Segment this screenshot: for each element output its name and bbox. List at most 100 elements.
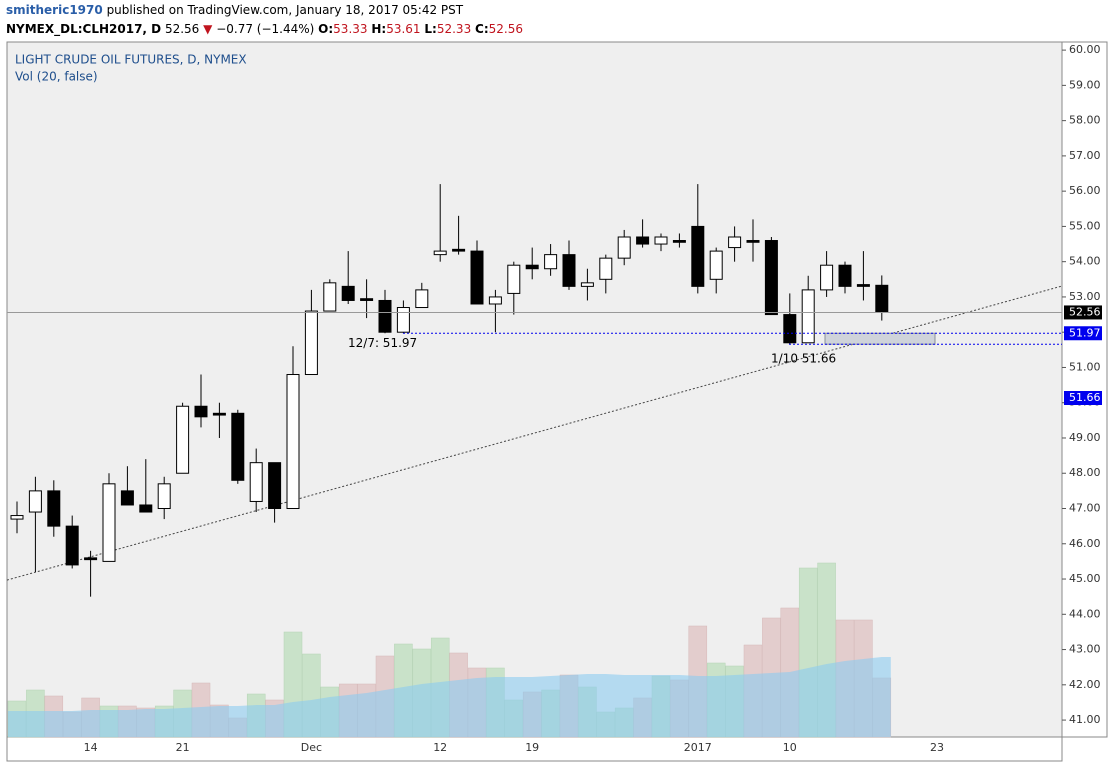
y-tick-label: 44.00	[1069, 607, 1101, 620]
level-badge	[1064, 326, 1102, 341]
candle-body	[194, 405, 208, 418]
level-badge-label: 51.97	[1069, 326, 1101, 339]
candle-body	[599, 257, 613, 280]
author[interactable]: smitheric1970	[6, 3, 103, 17]
volume-bar	[670, 679, 689, 738]
volume-bar	[798, 567, 818, 738]
candle-body	[249, 462, 263, 502]
volume-bar	[522, 691, 542, 738]
volume-ma	[8, 657, 891, 737]
candle-body	[728, 236, 742, 249]
candle-body	[10, 515, 24, 520]
price-axis	[1061, 41, 1108, 738]
price: 52.56	[164, 22, 200, 36]
y-tick-label: 57.00	[1069, 149, 1101, 162]
volume-bar	[99, 705, 119, 738]
y-tick-label: 47.00	[1069, 502, 1101, 515]
price-badge-label: 52.56	[1069, 305, 1101, 318]
candle-body	[875, 284, 889, 313]
x-tick-label: 21	[176, 741, 190, 754]
volume-bar	[136, 707, 156, 738]
ohlc-label: C:	[475, 22, 489, 36]
volume-bar	[835, 619, 855, 738]
volume-bar	[357, 683, 376, 738]
y-tick-label: 55.00	[1069, 219, 1101, 232]
y-tick-label: 41.00	[1069, 713, 1101, 726]
y-tick-label: 45.00	[1069, 572, 1101, 585]
candle-body	[507, 264, 521, 294]
ohlc-value: 52.33	[436, 22, 472, 36]
candle-body	[28, 490, 42, 513]
volume-bar	[394, 643, 413, 738]
volume-bar	[596, 711, 616, 738]
candle-body	[691, 225, 705, 287]
y-tick-label: 54.00	[1069, 255, 1101, 268]
publish-info: published on TradingView.com, January 18…	[106, 3, 464, 17]
candle-body	[65, 525, 79, 566]
volume-bar	[633, 697, 652, 738]
volume-bar	[872, 677, 892, 738]
volume-bar	[228, 717, 248, 738]
volume-bar	[210, 704, 229, 738]
volume-bar	[81, 697, 100, 738]
candle-body	[654, 236, 668, 245]
candle-body	[360, 298, 374, 301]
volume-bar	[449, 652, 468, 738]
volume-bar	[467, 667, 487, 738]
candle-body	[544, 254, 558, 270]
candle-body	[139, 504, 153, 513]
y-tick-label: 50.00	[1069, 396, 1101, 409]
volume-bar	[578, 686, 597, 738]
volume-bar	[430, 637, 450, 738]
x-tick-label: 10	[783, 741, 797, 754]
candle-body	[415, 289, 429, 309]
publish-line: smitheric1970 published on TradingView.c…	[6, 3, 463, 17]
y-tick-label: 42.00	[1069, 678, 1101, 691]
ohlc-value: 53.61	[386, 22, 421, 36]
volume-bar	[265, 699, 284, 738]
volume-bar	[154, 705, 174, 738]
volume-bar	[817, 562, 836, 738]
symbol: NYMEX_DL:CLH2017, D	[6, 22, 162, 36]
candle-body	[783, 314, 797, 344]
x-tick-label: 2017	[684, 741, 712, 754]
volume-bar	[118, 705, 137, 738]
candle-body	[286, 374, 300, 510]
time-axis	[6, 736, 1063, 762]
candle-body	[746, 240, 760, 243]
ohlc-label: O:	[318, 22, 334, 36]
volume-bar	[320, 686, 340, 738]
y-tick-label: 51.00	[1069, 360, 1101, 373]
chart-title: LIGHT CRUDE OIL FUTURES, D, NYMEX	[15, 53, 247, 67]
symbol-line: NYMEX_DL:CLH2017, D 52.56 ▼ −0.77 (−1.44…	[6, 22, 523, 36]
volume-bar	[706, 662, 726, 738]
price-badge	[1064, 305, 1102, 320]
change: −0.77 (−1.44%)	[216, 22, 315, 36]
ohlc-value: 53.33	[333, 22, 368, 36]
level-badge	[1064, 391, 1102, 405]
candle-body	[617, 236, 631, 259]
volume-bar	[302, 653, 321, 738]
candle-body	[341, 285, 355, 301]
x-tick-label: Dec	[301, 741, 322, 754]
candle-body	[801, 289, 815, 344]
volume-bar	[614, 707, 634, 738]
candle-body	[672, 240, 686, 243]
annotation: 1/10 51.66	[771, 352, 836, 366]
volume-bar	[375, 655, 395, 738]
y-tick-label: 48.00	[1069, 466, 1101, 479]
candle-body	[84, 557, 98, 561]
candle-body	[525, 264, 539, 270]
trendline	[6, 285, 1063, 581]
volume-bar	[541, 689, 560, 738]
volume-bar	[7, 700, 27, 738]
candle-body	[580, 282, 594, 287]
volume-bar	[62, 711, 82, 738]
volume-bar	[338, 683, 358, 738]
candle-body	[47, 490, 61, 527]
candle-body	[764, 240, 778, 316]
candle-body	[562, 254, 576, 287]
volume-bar	[486, 667, 505, 738]
y-tick-label: 49.00	[1069, 431, 1101, 444]
